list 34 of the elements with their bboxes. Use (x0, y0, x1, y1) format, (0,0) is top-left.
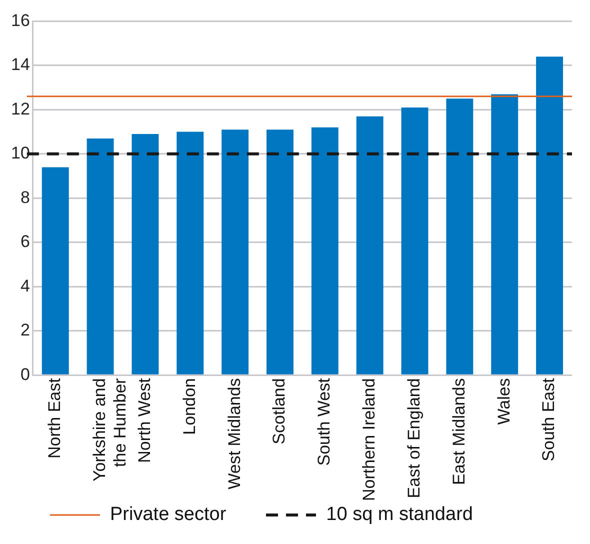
x-tick-label: West Midlands (224, 378, 244, 490)
y-tick-label: 6 (20, 232, 30, 252)
legend-label: 10 sq m standard (326, 504, 473, 526)
y-tick-label: 2 (20, 320, 30, 340)
y-tick-label: 12 (10, 99, 30, 118)
x-tick-label: North West (134, 378, 154, 463)
x-tick-label: East of England (404, 378, 424, 498)
x-tick-label: Scotland (270, 378, 289, 444)
x-tick-label: Yorkshire and the Humber (90, 378, 130, 482)
x-tick-label: South East (539, 378, 558, 462)
bar (536, 56, 564, 374)
bar (311, 127, 338, 374)
bar (446, 98, 474, 374)
x-tick-label: Northern Ireland (360, 378, 379, 501)
x-tick-label: East Midlands (449, 378, 468, 485)
bar (176, 132, 204, 374)
bar (86, 138, 114, 374)
bar (401, 107, 428, 374)
y-tick-label: 14 (10, 55, 30, 74)
y-tick-label: 16 (10, 10, 30, 30)
y-tick-label: 4 (20, 276, 30, 296)
bar (132, 134, 159, 374)
y-tick-label: 8 (20, 188, 30, 207)
bar (356, 116, 384, 374)
bar (266, 130, 294, 374)
legend-label: Private sector (110, 504, 226, 526)
bar (491, 94, 518, 374)
x-tick-label: London (180, 378, 199, 435)
x-tick-label: Wales (494, 378, 514, 425)
x-tick-label: North East (45, 378, 64, 458)
bar (42, 167, 69, 374)
bar (222, 130, 249, 374)
y-tick-label: 0 (20, 364, 30, 384)
x-tick-label: South West (314, 378, 334, 466)
